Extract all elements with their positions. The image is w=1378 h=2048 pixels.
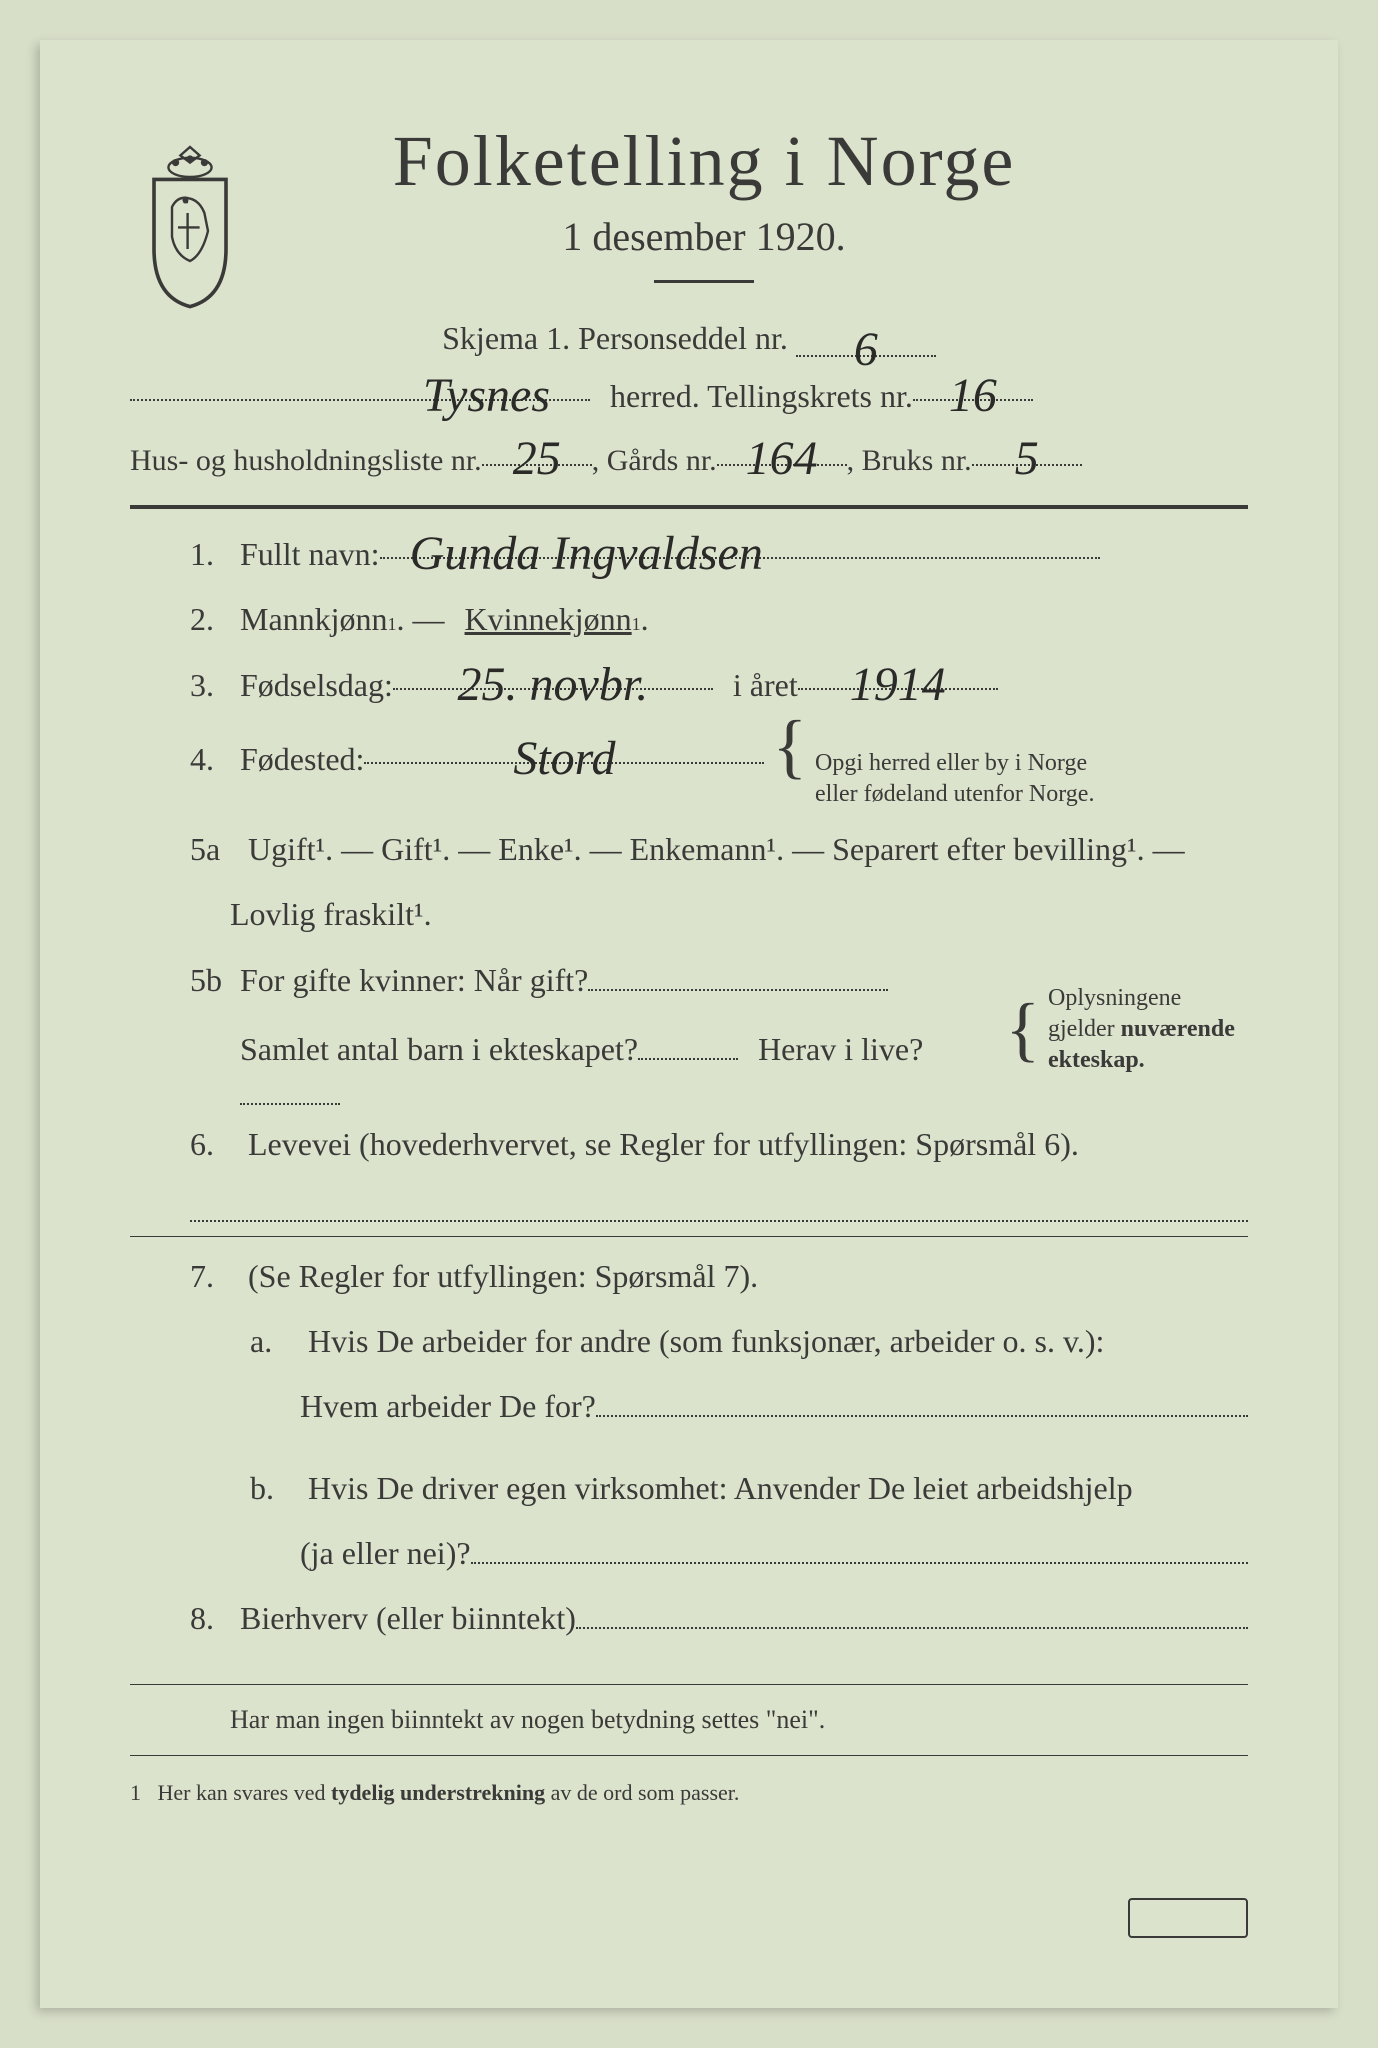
q2-num: 2. [190, 594, 240, 645]
q5b-note: Oplysningene gjelder nuværende ekteskap. [1048, 983, 1248, 1077]
birthday-value: 25. novbr. [458, 666, 649, 704]
q4-label: Fødested: [240, 734, 364, 785]
gards-nr-field: 164 [717, 436, 847, 466]
q5b-line2: Samlet antal barn i ekteskapet? Herav i … [190, 1024, 997, 1105]
skjema-line: Skjema 1. Personseddel nr. 6 [130, 320, 1248, 357]
q5b-l2b: Herav i live? [758, 1024, 923, 1075]
herred-value: Tysnes [423, 377, 550, 415]
q3-mid: i året [733, 660, 798, 711]
fullname-field: Gunda Ingvaldsen [380, 529, 1100, 559]
birthday-field: 25. novbr. [393, 660, 713, 690]
q2-line: 2. Mannkjønn1. — Kvinnekjønn1. [130, 594, 1248, 645]
tellingskrets-value: 16 [949, 377, 997, 415]
birthyear-field: 1914 [798, 660, 998, 690]
personseddel-nr-field: 6 [796, 327, 936, 357]
birthplace-field: Stord [364, 734, 764, 764]
q8-line: 8. Bierhverv (eller biinntekt) [130, 1593, 1248, 1644]
skjema-label: Skjema 1. Personseddel nr. [442, 320, 788, 356]
q3-label: Fødselsdag: [240, 660, 393, 711]
footnote: 1 Her kan svares ved tydelig understrekn… [130, 1780, 1248, 1806]
q7b-num: b. [250, 1463, 300, 1514]
q7-line: 7. (Se Regler for utfyllingen: Spørsmål … [130, 1251, 1248, 1302]
q4-line: 4. Fødested: Stord { Opgi herred eller b… [130, 725, 1248, 810]
q8-label: Bierhverv (eller biinntekt) [240, 1593, 576, 1644]
gards-nr-value: 164 [746, 440, 818, 478]
q5b-line1: 5b For gifte kvinner: Når gift? [190, 955, 997, 1006]
q7a-line2: Hvem arbeider De for? [130, 1381, 1248, 1432]
bruks-label: , Bruks nr. [847, 437, 972, 485]
marriage-year-field [588, 961, 888, 991]
q5a-num: 5a [190, 824, 240, 875]
footnote-num: 1 [130, 1780, 141, 1805]
bruks-nr-field: 5 [972, 436, 1082, 466]
birthplace-value: Stord [513, 740, 615, 778]
side-occupation-field [576, 1599, 1248, 1629]
q5b-num: 5b [190, 955, 240, 1006]
q7a-num: a. [250, 1316, 300, 1367]
tellingskrets-field: 16 [913, 371, 1033, 401]
q1-label: Fullt navn: [240, 529, 380, 580]
q4-note: Opgi herred eller by i Norge eller fødel… [815, 748, 1094, 810]
q2-female: Kvinnekjønn [465, 594, 632, 645]
q8-num: 8. [190, 1593, 240, 1644]
gards-label: , Gårds nr. [592, 437, 717, 485]
divider-icon [130, 1755, 1248, 1756]
q6-num: 6. [190, 1119, 240, 1170]
q5b-l2a: Samlet antal barn i ekteskapet? [240, 1024, 638, 1075]
q7a-l2: Hvem arbeider De for? [300, 1381, 596, 1432]
q5a-opts2: Lovlig fraskilt¹. [230, 896, 432, 932]
hus-nr-field: 25 [482, 436, 592, 466]
hus-nr-value: 25 [513, 440, 561, 478]
children-total-field [638, 1030, 738, 1060]
printer-stamp-icon [1128, 1898, 1248, 1938]
q7b-l2: (ja eller nei)? [300, 1528, 471, 1579]
q7-label: (Se Regler for utfyllingen: Spørsmål 7). [248, 1258, 758, 1294]
divider-icon [130, 1236, 1248, 1237]
q5b-block: 5b For gifte kvinner: Når gift? Samlet a… [130, 955, 1248, 1105]
q6-line: 6. Levevei (hovederhvervet, se Regler fo… [130, 1119, 1248, 1222]
personseddel-nr-value: 6 [854, 331, 878, 369]
hus-prefix: Hus- og husholdningsliste nr. [130, 437, 482, 485]
q7a-line: a. Hvis De arbeider for andre (som funks… [130, 1316, 1248, 1367]
q4-num: 4. [190, 734, 240, 785]
page-subtitle: 1 desember 1920. [280, 213, 1128, 260]
q7-num: 7. [190, 1251, 240, 1302]
herred-field: Tysnes [130, 371, 590, 401]
header: Folketelling i Norge 1 desember 1920. [130, 120, 1248, 310]
q7b-line2: (ja eller nei)? [130, 1528, 1248, 1579]
header-text: Folketelling i Norge 1 desember 1920. [280, 120, 1248, 303]
q5a-line2: Lovlig fraskilt¹. [130, 889, 1248, 940]
fullname-value: Gunda Ingvaldsen [410, 535, 763, 573]
q2-male: Mannkjønn [240, 594, 388, 645]
divider-icon [130, 1684, 1248, 1685]
hired-help-field [471, 1534, 1248, 1564]
bruks-nr-value: 5 [1015, 440, 1039, 478]
q5b-l1a: For gifte kvinner: Når gift? [240, 955, 588, 1006]
q3-line: 3. Fødselsdag: 25. novbr. i året 1914 [130, 660, 1248, 711]
q5a-line: 5a Ugift¹. — Gift¹. — Enke¹. — Enkemann¹… [130, 824, 1248, 875]
q7b-l1: Hvis De driver egen virksomhet: Anvender… [308, 1470, 1133, 1506]
census-form-page: Folketelling i Norge 1 desember 1920. Sk… [40, 40, 1338, 2008]
herred-line: Tysnes herred. Tellingskrets nr. 16 [130, 371, 1248, 422]
coat-of-arms-icon [130, 140, 250, 310]
children-alive-field [240, 1075, 340, 1105]
q5a-opts: Ugift¹. — Gift¹. — Enke¹. — Enkemann¹. —… [248, 831, 1185, 867]
hus-line: Hus- og husholdningsliste nr. 25 , Gårds… [130, 436, 1248, 485]
employer-field [596, 1387, 1248, 1417]
page-title: Folketelling i Norge [280, 120, 1128, 203]
bottom-note: Har man ingen biinntekt av nogen betydni… [130, 1699, 1248, 1741]
q6-label: Levevei (hovederhvervet, se Regler for u… [248, 1126, 1079, 1162]
q1-num: 1. [190, 529, 240, 580]
birthyear-value: 1914 [850, 666, 946, 704]
herred-label: herred. Tellingskrets nr. [610, 371, 913, 422]
q7a-l1: Hvis De arbeider for andre (som funksjon… [308, 1323, 1104, 1359]
brace-icon: { [772, 725, 807, 768]
divider-icon [654, 280, 754, 283]
occupation-field-1 [190, 1184, 1248, 1222]
brace-icon: { [1005, 1008, 1040, 1051]
q1-line: 1. Fullt navn: Gunda Ingvaldsen [130, 529, 1248, 580]
q3-num: 3. [190, 660, 240, 711]
divider-icon [130, 505, 1248, 509]
q7b-line: b. Hvis De driver egen virksomhet: Anven… [130, 1463, 1248, 1514]
